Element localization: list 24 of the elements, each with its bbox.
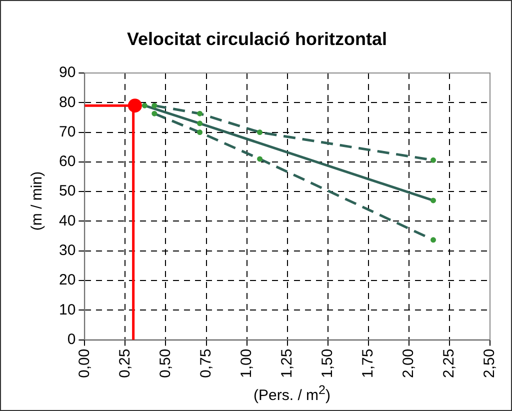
x-axis-title: (Pers. / m$^{2}$) (252, 383, 332, 404)
y-tick-label: 50 (58, 182, 76, 200)
y-tick-label: 70 (58, 123, 76, 140)
x-tick-label: 1,50 (319, 348, 336, 378)
y-tick-label: 20 (58, 272, 76, 289)
x-tick-label: 2,50 (481, 348, 498, 378)
y-tick-label: 30 (58, 242, 76, 260)
x-tick-label: 0,75 (197, 348, 214, 378)
x-tick-label: 1,75 (360, 348, 377, 378)
x-tick-label: 2,00 (400, 348, 418, 378)
x-tick-label: 2,25 (440, 348, 458, 378)
x-tick-label: 0,50 (156, 348, 174, 378)
y-tick-label: 80 (58, 94, 76, 111)
x-tick-label: 1,25 (278, 348, 296, 378)
x-tick-label: 0,00 (76, 348, 93, 378)
y-tick-label: 60 (58, 153, 76, 170)
y-axis-title: (m / min) (28, 171, 46, 231)
y-tick-label: 10 (58, 301, 76, 318)
x-tick-label: 1,00 (238, 348, 255, 378)
x-tick-label: 0,25 (116, 348, 134, 378)
y-tick-label: 40 (58, 212, 76, 230)
chart-title: Velocitat circulació horitzontal (126, 29, 388, 50)
y-tick-label: 90 (58, 64, 76, 82)
y-tick-label: 0 (67, 330, 76, 348)
